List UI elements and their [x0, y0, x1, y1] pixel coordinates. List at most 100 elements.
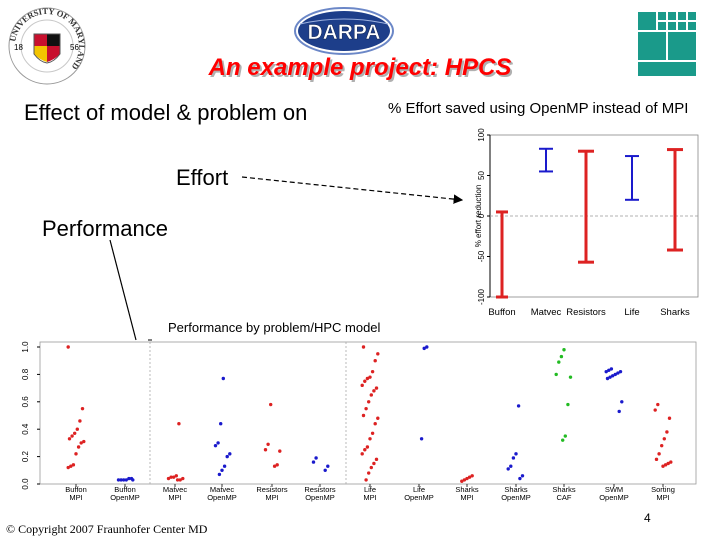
performance-point — [74, 452, 78, 456]
effort-x-tick-label: Resistors — [566, 307, 606, 318]
performance-point — [79, 441, 83, 445]
performance-point — [78, 419, 82, 423]
performance-point — [566, 402, 570, 407]
performance-point — [175, 478, 180, 482]
performance-x-label-problem: Life — [413, 485, 425, 494]
performance-x-label-model: CAF — [557, 493, 572, 502]
performance-point — [71, 463, 76, 467]
performance-point — [369, 393, 373, 397]
performance-point — [616, 371, 620, 375]
performance-point — [116, 478, 121, 482]
umd-year-right: 56 — [70, 43, 79, 52]
performance-point — [660, 443, 664, 448]
performance-point — [311, 460, 316, 464]
performance-point — [511, 456, 516, 460]
performance-x-label-model: OpenMP — [207, 493, 237, 502]
performance-point — [266, 442, 270, 446]
performance-point — [467, 475, 472, 479]
performance-arrow-left — [109, 239, 137, 341]
slide-title: An example project: HPCS — [208, 54, 512, 81]
performance-y-tick-label: 0.6 — [21, 396, 30, 408]
performance-point — [620, 400, 624, 404]
performance-point — [662, 437, 666, 441]
performance-point — [278, 449, 282, 453]
performance-point — [131, 478, 135, 482]
performance-point — [365, 445, 370, 449]
performance-x-label-problem: Matvec — [163, 485, 187, 494]
performance-point — [370, 431, 375, 436]
performance-point — [369, 465, 373, 470]
performance-point — [361, 413, 366, 418]
performance-point — [314, 456, 318, 460]
performance-point — [373, 359, 377, 363]
darpa-logo-text: DARPA — [307, 21, 380, 44]
performance-point — [372, 461, 376, 466]
performance-point — [360, 452, 364, 456]
performance-point — [361, 345, 366, 349]
performance-point — [608, 375, 612, 379]
performance-point — [557, 360, 561, 364]
performance-x-label-problem: Life — [364, 485, 376, 494]
performance-x-label-problem: Matvec — [210, 485, 234, 494]
performance-point — [607, 368, 611, 372]
performance-point — [76, 445, 81, 449]
performance-point — [269, 402, 273, 407]
performance-point — [217, 472, 222, 477]
performance-plot-frame — [39, 341, 697, 485]
performance-point — [669, 460, 673, 464]
effort-y-tick-label: 0 — [477, 213, 486, 218]
performance-point — [181, 476, 185, 481]
performance-point — [617, 409, 621, 414]
performance-point — [221, 376, 225, 381]
performance-point — [172, 475, 176, 479]
effort-y-tick-label: 100 — [477, 128, 486, 142]
performance-point — [360, 383, 364, 388]
performance-x-label-model: OpenMP — [501, 493, 531, 502]
performance-point — [654, 457, 659, 462]
performance-point — [663, 463, 668, 467]
fraunhofer-logo — [638, 12, 696, 76]
performance-x-label-problem: Resistors — [256, 485, 288, 494]
performance-point — [178, 478, 182, 482]
copyright-text: © Copyright 2007 Fraunhofer Center MD — [6, 522, 208, 536]
performance-point — [363, 379, 367, 383]
performance-point — [365, 376, 370, 381]
performance-point — [326, 464, 330, 468]
performance-point — [124, 478, 128, 482]
performance-point — [127, 476, 131, 481]
performance-point — [665, 430, 669, 434]
performance-x-label-problem: Sharks — [504, 485, 528, 494]
effort-y-tick-label: 50 — [477, 171, 486, 180]
umd-year-left: 18 — [14, 43, 23, 52]
performance-point — [323, 468, 327, 472]
performance-x-label-model: MPI — [363, 493, 376, 502]
performance-point — [506, 467, 510, 471]
performance-point — [228, 452, 232, 456]
performance-point — [122, 478, 126, 482]
effort-y-axis-label: % effort reduction — [474, 185, 483, 248]
performance-point — [119, 478, 123, 482]
performance-x-label-model: OpenMP — [110, 493, 140, 502]
performance-point — [605, 376, 610, 381]
effort-x-tick-label: Sharks — [660, 307, 690, 318]
effort-x-tick-label: Buffon — [488, 307, 515, 318]
left-heading: Effect of model & problem on — [24, 100, 308, 125]
performance-y-tick-label: 0.0 — [21, 478, 30, 490]
performance-y-tick-label: 1.0 — [21, 341, 30, 353]
performance-point — [516, 404, 521, 408]
performance-point — [460, 479, 464, 483]
performance-point — [364, 478, 368, 482]
performance-point — [666, 461, 670, 466]
performance-x-label-problem: Resistors — [304, 485, 336, 494]
performance-x-label-model: MPI — [69, 493, 82, 502]
performance-point — [272, 464, 277, 468]
performance-x-label-problem: Buffon — [65, 485, 87, 494]
performance-point — [656, 402, 660, 407]
performance-point — [222, 464, 227, 468]
performance-point — [422, 346, 426, 351]
darpa-logo: DARPA — [294, 7, 394, 55]
performance-point — [563, 434, 567, 438]
performance-x-label-model: OpenMP — [404, 493, 434, 502]
page-number: 4 — [644, 511, 651, 525]
